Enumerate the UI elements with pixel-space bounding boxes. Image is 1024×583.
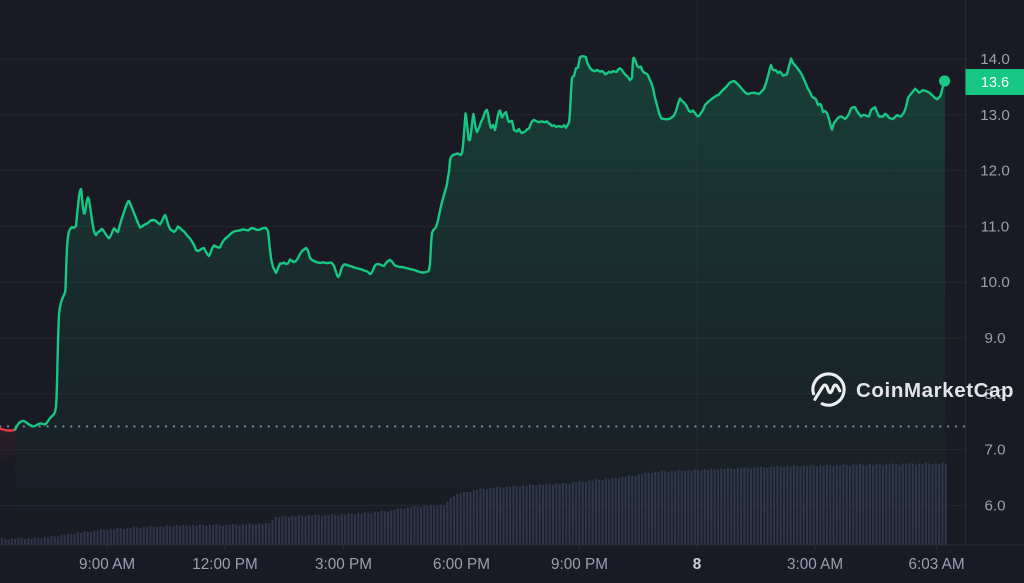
- svg-text:6:00 PM: 6:00 PM: [433, 556, 490, 573]
- svg-text:CoinMarketCap: CoinMarketCap: [856, 379, 1014, 402]
- svg-text:3:00 AM: 3:00 AM: [787, 556, 843, 573]
- svg-text:7.0: 7.0: [984, 442, 1005, 459]
- svg-text:9:00 AM: 9:00 AM: [79, 556, 135, 573]
- svg-text:9:00 PM: 9:00 PM: [551, 556, 608, 573]
- svg-text:12.0: 12.0: [980, 163, 1010, 180]
- svg-text:9.0: 9.0: [984, 330, 1005, 347]
- svg-text:14.0: 14.0: [980, 51, 1010, 68]
- svg-text:12:00 PM: 12:00 PM: [192, 556, 257, 573]
- svg-text:6:03 AM: 6:03 AM: [908, 556, 964, 573]
- svg-text:13.0: 13.0: [980, 107, 1010, 124]
- svg-text:3:00 PM: 3:00 PM: [315, 556, 372, 573]
- svg-text:13.6: 13.6: [981, 75, 1009, 91]
- svg-text:11.0: 11.0: [981, 218, 1009, 235]
- svg-text:8: 8: [693, 556, 702, 573]
- svg-text:6.0: 6.0: [984, 497, 1005, 514]
- svg-text:10.0: 10.0: [980, 274, 1010, 291]
- svg-text:8.0: 8.0: [984, 386, 1005, 403]
